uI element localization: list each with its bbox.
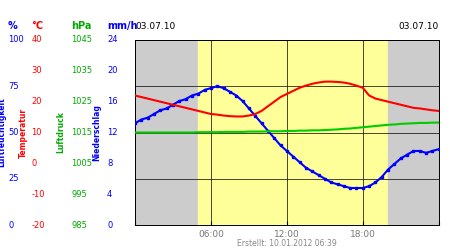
Text: 20: 20 <box>107 66 117 75</box>
Text: 985: 985 <box>71 220 87 230</box>
Text: -20: -20 <box>32 220 45 230</box>
Text: 100: 100 <box>8 36 24 44</box>
Text: 4: 4 <box>107 190 112 199</box>
Text: Temperatur: Temperatur <box>19 108 28 158</box>
Text: %: % <box>8 21 18 31</box>
Text: Niederschlag: Niederschlag <box>92 104 101 161</box>
Text: 8: 8 <box>107 159 112 168</box>
Bar <box>198 40 388 225</box>
Bar <box>135 40 198 225</box>
Text: 0: 0 <box>8 220 14 230</box>
Text: Luftdruck: Luftdruck <box>56 112 65 154</box>
Text: 16: 16 <box>107 97 118 106</box>
Text: 1025: 1025 <box>71 97 92 106</box>
Text: 20: 20 <box>32 97 42 106</box>
Text: Luftfeuchtigkeit: Luftfeuchtigkeit <box>0 98 7 168</box>
Text: -10: -10 <box>32 190 45 199</box>
Text: 0: 0 <box>32 159 37 168</box>
Text: 0: 0 <box>107 220 112 230</box>
Text: hPa: hPa <box>71 21 91 31</box>
Text: mm/h: mm/h <box>107 21 138 31</box>
Text: 25: 25 <box>8 174 18 183</box>
Text: 03.07.10: 03.07.10 <box>399 22 439 31</box>
Text: Erstellt: 10.01.2012 06:39: Erstellt: 10.01.2012 06:39 <box>237 238 337 248</box>
Text: 10: 10 <box>32 128 42 137</box>
Text: 24: 24 <box>107 36 117 44</box>
Text: 50: 50 <box>8 128 18 137</box>
Text: 30: 30 <box>32 66 42 75</box>
Text: 1005: 1005 <box>71 159 92 168</box>
Text: 75: 75 <box>8 82 19 91</box>
Text: 03.07.10: 03.07.10 <box>135 22 175 31</box>
Text: 40: 40 <box>32 36 42 44</box>
Text: °C: °C <box>32 21 44 31</box>
Bar <box>388 40 439 225</box>
Text: 1035: 1035 <box>71 66 92 75</box>
Text: 1015: 1015 <box>71 128 92 137</box>
Text: 995: 995 <box>71 190 87 199</box>
Text: 1045: 1045 <box>71 36 92 44</box>
Text: 12: 12 <box>107 128 117 137</box>
